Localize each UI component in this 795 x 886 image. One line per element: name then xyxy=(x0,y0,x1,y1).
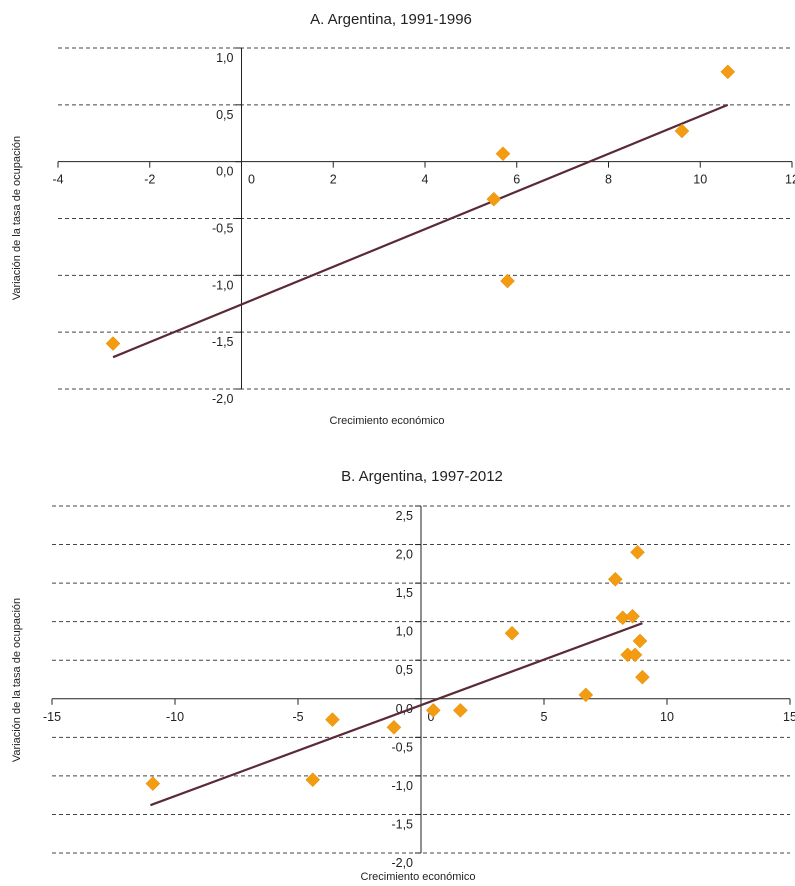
chart-panel-b: B. Argentina, 1997-2012 Variación de la … xyxy=(11,468,795,883)
data-point xyxy=(500,273,515,289)
data-point xyxy=(486,191,502,207)
data-point xyxy=(453,702,468,718)
data-point xyxy=(105,336,121,351)
data-point xyxy=(504,625,520,641)
data-point xyxy=(627,647,643,663)
x-tick-label: -2 xyxy=(144,173,155,187)
y-tick-label: -2,0 xyxy=(391,856,413,870)
x-tick-label: 0 xyxy=(248,173,255,187)
chart-title: B. Argentina, 1997-2012 xyxy=(341,468,503,485)
data-point xyxy=(305,772,321,788)
y-tick-label: 1,0 xyxy=(396,625,413,639)
trend-line xyxy=(112,103,729,359)
x-tick-label: -15 xyxy=(43,710,61,724)
x-tick-label: 10 xyxy=(660,710,674,724)
y-tick-label: -1,5 xyxy=(391,817,413,831)
data-point xyxy=(578,687,594,703)
data-point xyxy=(425,702,441,718)
x-tick-label: 10 xyxy=(693,173,707,187)
y-tick-label: -1,0 xyxy=(212,278,234,292)
data-point xyxy=(625,608,640,624)
x-tick-label: 8 xyxy=(605,173,612,187)
y-axis-label: Variación de la tasa de ocupación xyxy=(11,598,23,762)
y-tick-label: -1,0 xyxy=(391,779,413,793)
chart-panel-a: A. Argentina, 1991-1996 Variación de la … xyxy=(11,11,795,427)
y-tick-label: 0,5 xyxy=(216,108,233,122)
data-point xyxy=(495,146,511,162)
x-axis-label: Crecimiento económico xyxy=(361,871,476,883)
x-tick-label: 6 xyxy=(513,173,520,187)
x-tick-label: 5 xyxy=(541,710,548,724)
y-tick-label: -1,5 xyxy=(212,335,234,349)
data-point xyxy=(386,719,402,735)
y-tick-label: 1,5 xyxy=(396,586,413,600)
data-point xyxy=(630,544,645,560)
data-point xyxy=(720,64,736,80)
data-point xyxy=(145,776,161,791)
chart-title: A. Argentina, 1991-1996 xyxy=(310,11,472,28)
x-tick-label: 12 xyxy=(785,173,795,187)
y-axis-label: Variación de la tasa de ocupación xyxy=(11,136,23,300)
x-tick-label: 0 xyxy=(428,710,435,724)
data-point xyxy=(325,712,340,727)
y-tick-label: 2,0 xyxy=(396,548,413,562)
y-tick-label: 0,0 xyxy=(216,165,233,179)
x-axis-label: Crecimiento económico xyxy=(330,415,445,427)
x-tick-label: -4 xyxy=(52,173,63,187)
x-tick-label: 15 xyxy=(783,710,795,724)
x-tick-label: 2 xyxy=(330,173,337,187)
data-point xyxy=(607,571,623,587)
x-tick-label: -5 xyxy=(292,710,303,724)
x-tick-label: 4 xyxy=(422,173,429,187)
x-tick-label: -10 xyxy=(166,710,184,724)
data-point xyxy=(632,633,648,649)
data-point xyxy=(635,669,650,685)
trend-line xyxy=(150,622,643,807)
y-tick-label: 1,0 xyxy=(216,51,233,65)
y-tick-label: 2,5 xyxy=(396,509,413,523)
y-tick-label: 0,5 xyxy=(396,663,413,677)
y-tick-label: -2,0 xyxy=(212,392,234,406)
y-tick-label: -0,5 xyxy=(212,222,234,236)
y-tick-label: -0,5 xyxy=(391,740,413,754)
data-point xyxy=(674,123,690,139)
